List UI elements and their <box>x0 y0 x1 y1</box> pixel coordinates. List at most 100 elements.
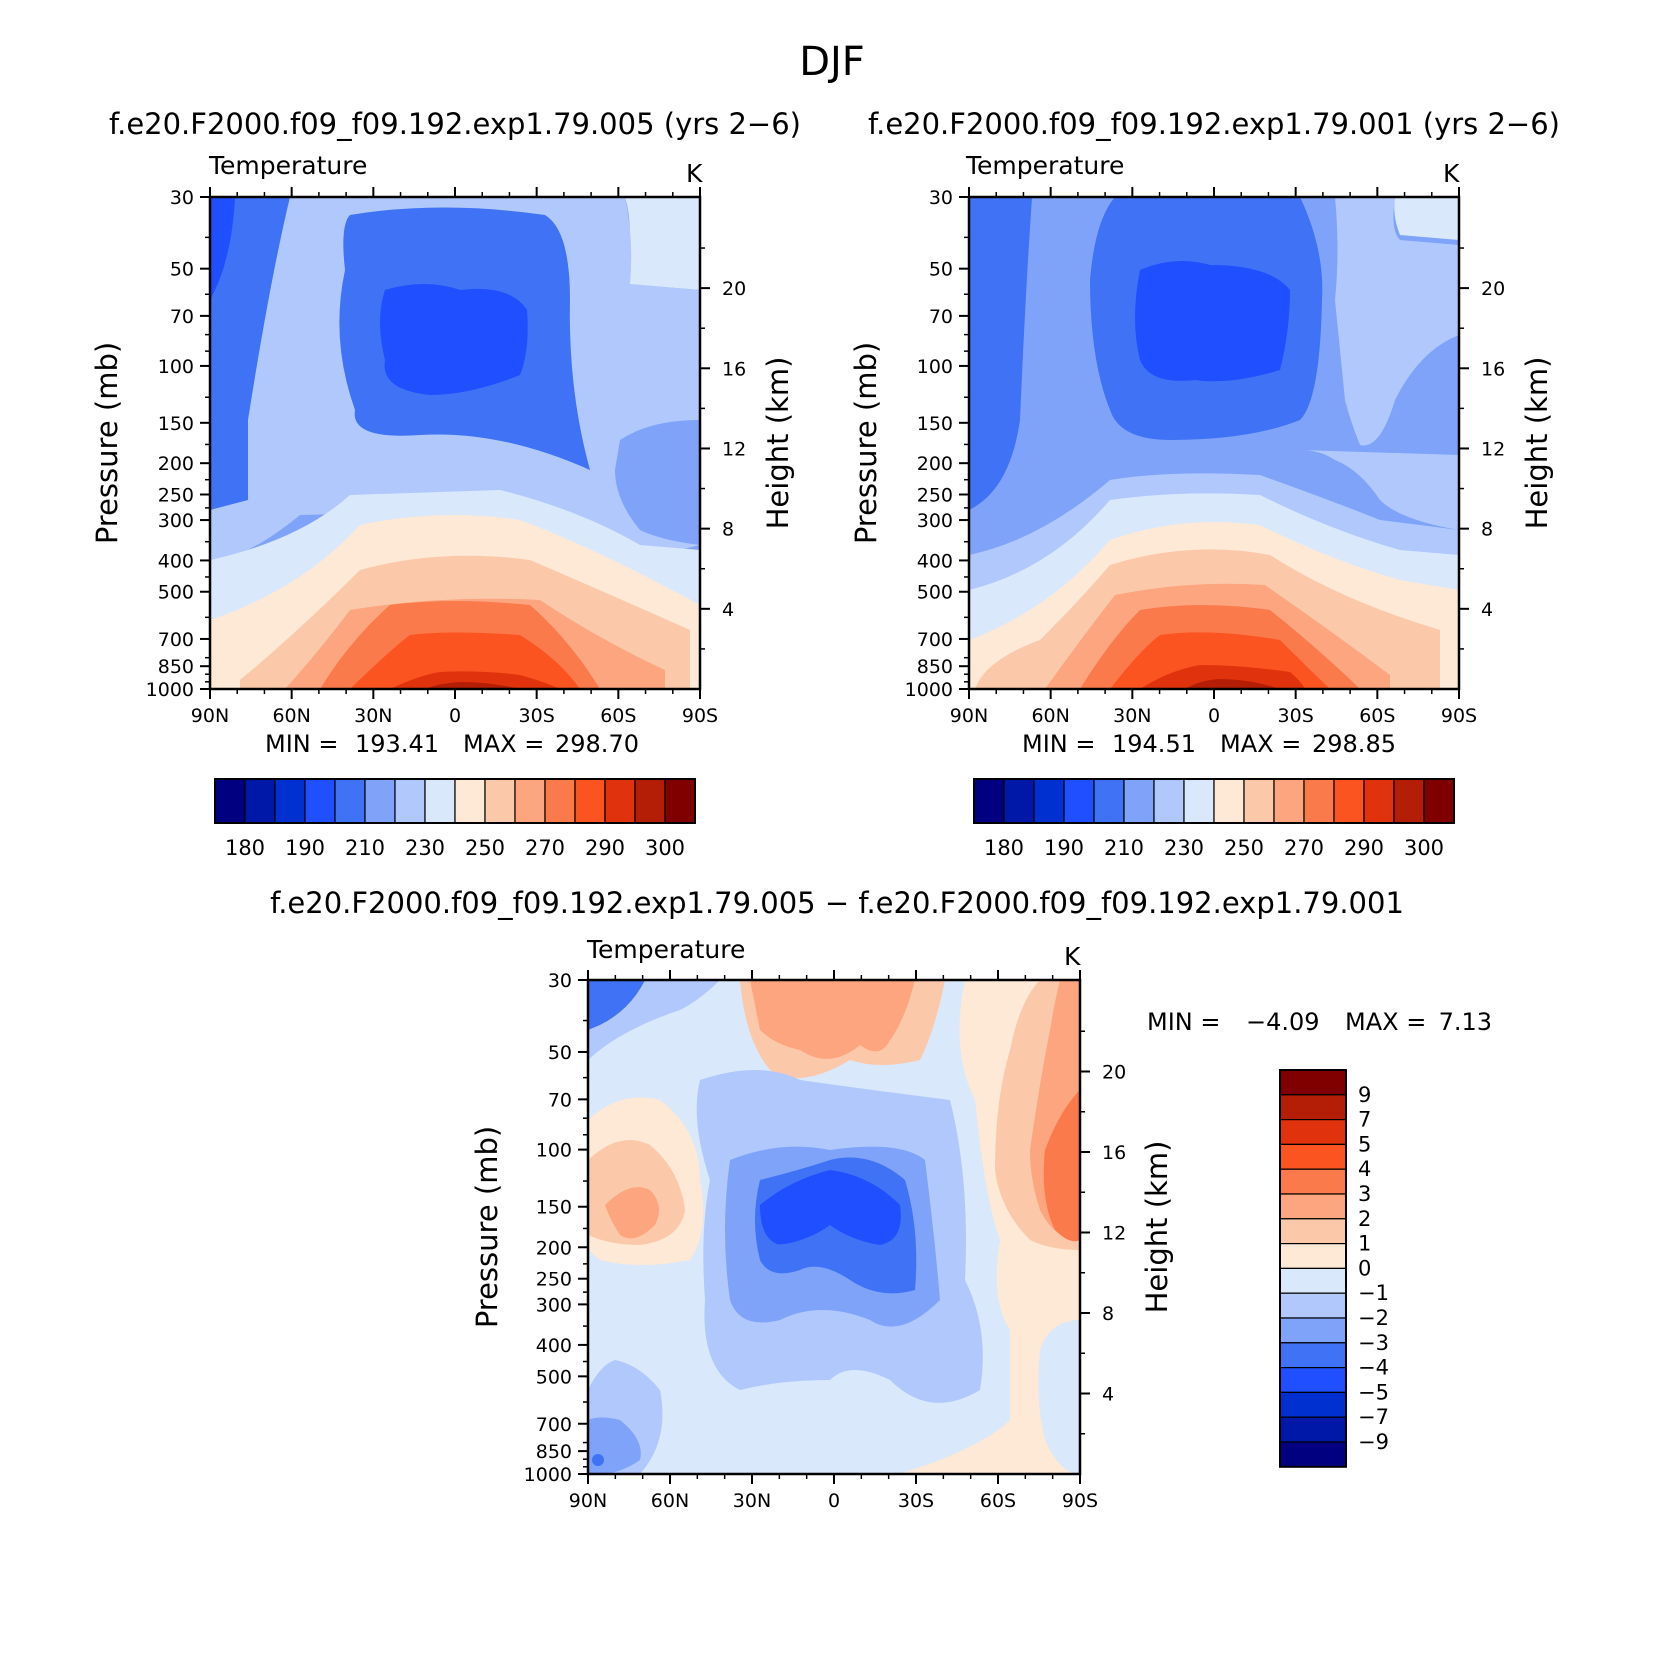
y-tick-label: 200 <box>536 1237 572 1259</box>
y2-tick-label: 16 <box>722 358 746 380</box>
colorbar-label: 230 <box>405 836 445 860</box>
panel-3: f.e20.F2000.f09_f09.192.exp1.79.005 − f.… <box>270 886 1492 1512</box>
colorbar-label: 300 <box>645 836 685 860</box>
x-tick-label: 60N <box>651 1490 689 1512</box>
y-tick-label: 1000 <box>146 679 194 701</box>
colorbar-box <box>1093 778 1125 824</box>
colorbar-label: 250 <box>465 836 505 860</box>
colorbar-label: 290 <box>1344 836 1384 860</box>
panel-2: f.e20.F2000.f09_f09.192.exp1.79.001 (yrs… <box>849 107 1560 860</box>
colorbar-box <box>1279 1094 1347 1121</box>
y-tick-label: 200 <box>158 453 194 475</box>
y2-tick-label: 8 <box>1481 519 1493 541</box>
x-tick-label: 60N <box>1031 705 1069 727</box>
colorbar-box <box>664 778 696 824</box>
y-tick-label: 400 <box>158 550 194 572</box>
panel-1-max-label: MAX = <box>463 730 544 758</box>
colorbar-box <box>1279 1218 1347 1245</box>
y-tick-label: 700 <box>917 629 953 651</box>
y-tick-label: 70 <box>548 1089 572 1111</box>
colorbar-box <box>514 778 546 824</box>
colorbar-box <box>1213 778 1245 824</box>
colorbar-label: −2 <box>1358 1306 1389 1330</box>
y-tick-label: 30 <box>929 187 953 209</box>
x-tick-label: 30S <box>898 1490 934 1512</box>
y2-tick-label: 16 <box>1102 1142 1126 1164</box>
colorbar-box <box>1063 778 1095 824</box>
y-tick-label: 150 <box>917 413 953 435</box>
colorbar-label: 250 <box>1224 836 1264 860</box>
y-tick-label: 150 <box>158 413 194 435</box>
colorbar-box <box>1273 778 1305 824</box>
x-tick-label: 90N <box>191 705 229 727</box>
colorbar-label: 1 <box>1358 1232 1371 1256</box>
panel-2-variable: Temperature <box>965 151 1124 180</box>
panel-2-subtitle: f.e20.F2000.f09_f09.192.exp1.79.001 (yrs… <box>868 107 1560 141</box>
x-tick-label: 60S <box>1359 705 1395 727</box>
colorbar-box <box>304 778 336 824</box>
y2-tick-label: 12 <box>1102 1222 1126 1244</box>
colorbar-label: 9 <box>1358 1083 1371 1107</box>
y-tick-label: 50 <box>929 259 953 281</box>
y-tick-label: 50 <box>548 1042 572 1064</box>
colorbar-box <box>1183 778 1215 824</box>
x-tick-label: 60S <box>600 705 636 727</box>
colorbar-label: 210 <box>345 836 385 860</box>
panel-1-ylabel: Pressure (mb) <box>90 342 124 544</box>
panel-1-contours <box>210 197 700 689</box>
y2-tick-label: 4 <box>1102 1383 1114 1405</box>
colorbar-label: −3 <box>1358 1331 1389 1355</box>
y-tick-label: 300 <box>158 510 194 532</box>
y-tick-label: 30 <box>170 187 194 209</box>
x-tick-label: 0 <box>828 1490 840 1512</box>
panel-3-units: K <box>1064 942 1081 971</box>
panel-3-subtitle: f.e20.F2000.f09_f09.192.exp1.79.005 − f.… <box>270 886 1404 920</box>
panel-2-min-value: 194.51 <box>1112 730 1196 758</box>
x-tick-label: 90S <box>1062 1490 1098 1512</box>
panel-1: f.e20.F2000.f09_f09.192.exp1.79.005 (yrs… <box>90 107 801 860</box>
colorbar-label: −9 <box>1358 1430 1389 1454</box>
y-tick-label: 50 <box>170 259 194 281</box>
colorbar-box <box>1279 1118 1347 1145</box>
colorbar-label: 210 <box>1104 836 1144 860</box>
y-tick-label: 100 <box>536 1140 572 1162</box>
y2-tick-label: 20 <box>722 278 746 300</box>
x-tick-label: 30N <box>1113 705 1151 727</box>
colorbar-label: 180 <box>225 836 265 860</box>
colorbar-box <box>574 778 606 824</box>
colorbar-label: 3 <box>1358 1182 1371 1206</box>
colorbar-label: −7 <box>1358 1405 1389 1429</box>
colorbar-label: 4 <box>1358 1157 1371 1181</box>
y-tick-label: 500 <box>917 582 953 604</box>
y2-tick-label: 4 <box>1481 599 1493 621</box>
panel-3-min-value: −4.09 <box>1246 1008 1320 1036</box>
panel-2-axes: 305070100150200250300400500700850100090N… <box>905 187 1505 727</box>
colorbar-label: 270 <box>1284 836 1324 860</box>
colorbar-box <box>1279 1317 1347 1344</box>
x-tick-label: 0 <box>1208 705 1220 727</box>
panel-1-colorbar: 180 190 210 230 250 270 290 300 <box>214 778 696 860</box>
colorbar-box <box>1279 1193 1347 1220</box>
y2-tick-label: 8 <box>1102 1303 1114 1325</box>
y-tick-label: 30 <box>548 970 572 992</box>
y2-tick-label: 4 <box>722 599 734 621</box>
y-tick-label: 70 <box>929 306 953 328</box>
y2-tick-label: 8 <box>722 519 734 541</box>
colorbar-label: −4 <box>1358 1356 1389 1380</box>
x-tick-label: 30N <box>354 705 392 727</box>
x-tick-label: 60S <box>980 1490 1016 1512</box>
y2-tick-label: 12 <box>1481 438 1505 460</box>
y2-tick-label: 20 <box>1481 278 1505 300</box>
colorbar-frame <box>214 778 696 824</box>
colorbar-box <box>1279 1342 1347 1369</box>
panel-3-axes: 305070100150200250300400500700850100090N… <box>524 970 1126 1512</box>
colorbar-box <box>1279 1143 1347 1170</box>
colorbar-label: 270 <box>525 836 565 860</box>
panel-1-units: K <box>686 159 703 188</box>
y2-tick-label: 20 <box>1102 1061 1126 1083</box>
y-tick-label: 500 <box>158 582 194 604</box>
y-tick-label: 200 <box>917 453 953 475</box>
y-tick-label: 150 <box>536 1197 572 1219</box>
x-tick-label: 90N <box>950 705 988 727</box>
